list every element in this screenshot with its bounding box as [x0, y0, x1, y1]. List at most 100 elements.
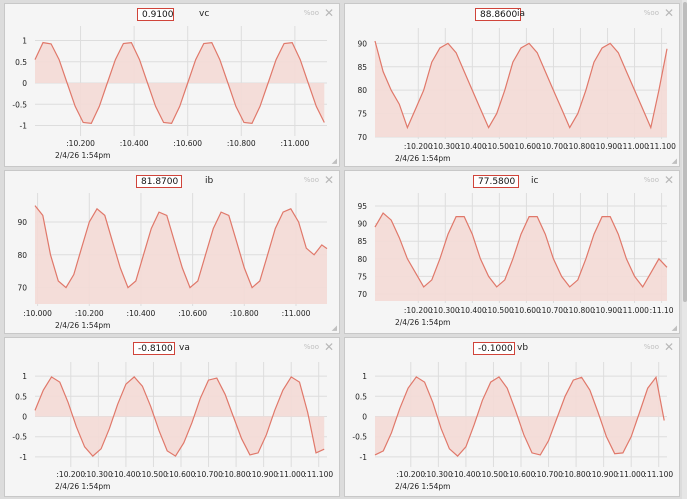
y-tick-label: 85: [357, 237, 367, 246]
y-tick-label: -1: [360, 453, 368, 462]
y-tick-label: -0.5: [12, 433, 27, 442]
value-box: 88.8600: [475, 8, 521, 21]
y-tick-label: -0.5: [352, 433, 367, 442]
x-tick-label: :10.400: [112, 470, 141, 479]
y-tick-label: 0.5: [15, 58, 27, 67]
y-tick-label: -0.5: [12, 100, 27, 109]
scrollbar-thumb[interactable]: [683, 2, 687, 302]
series-area: [35, 376, 325, 457]
y-tick-label: 0.5: [355, 392, 367, 401]
percent-icon[interactable]: %oo: [303, 343, 319, 351]
panel-va: -0.8100 va %oo ✕ :10.200:10.300:10.400:1…: [4, 337, 340, 497]
y-tick-label: 80: [357, 255, 367, 264]
y-tick-label: 90: [357, 220, 367, 229]
series-name: ia: [517, 9, 526, 19]
close-icon[interactable]: ✕: [663, 173, 674, 187]
x-tick-label: :10.800: [562, 470, 591, 479]
x-tick-label: :11.10: [650, 306, 674, 315]
percent-icon[interactable]: %oo: [303, 176, 319, 184]
series-name: vb: [517, 343, 529, 353]
y-tick-label: 85: [357, 63, 367, 72]
resize-icon[interactable]: ◢: [331, 324, 337, 332]
series-area: [35, 42, 325, 124]
x-tick-label: :11.100: [647, 142, 676, 151]
chart-vb: :10.200:10.300:10.400:10.500:10.600:10.7…: [352, 362, 673, 491]
x-tick-label: :10.300: [431, 306, 460, 315]
x-tick-label: :10.400: [452, 470, 481, 479]
y-tick-label: 80: [17, 251, 27, 260]
y-tick-label: 95: [357, 202, 367, 211]
x-tick-label: :11.000: [617, 470, 646, 479]
x-tick-label: :10.900: [593, 306, 622, 315]
close-icon[interactable]: ✕: [323, 6, 334, 20]
x-tick-label: :10.200: [75, 309, 104, 318]
series-name: vc: [199, 9, 210, 19]
value-box: 77.5800: [473, 175, 519, 188]
timestamp: 2/4/26 1:54pm: [395, 318, 450, 327]
x-tick-label: :10.200: [404, 306, 433, 315]
x-tick-label: :10.000: [23, 309, 52, 318]
x-tick-label: :10.600: [512, 306, 541, 315]
x-tick-label: :10.600: [178, 309, 207, 318]
series-name: ib: [205, 176, 214, 186]
y-tick-label: 70: [357, 290, 367, 299]
y-tick-label: 75: [357, 110, 367, 119]
x-tick-label: :10.200: [396, 470, 425, 479]
timestamp: 2/4/26 1:54pm: [395, 154, 450, 163]
percent-icon[interactable]: %oo: [643, 9, 659, 17]
panel-vc: 0.9100 vc %oo ✕ :10.200:10.400:10.600:10…: [4, 3, 340, 167]
series-line: [34, 41, 325, 125]
x-tick-label: :10.800: [230, 309, 259, 318]
close-icon[interactable]: ✕: [323, 173, 334, 187]
x-tick-label: :10.400: [127, 309, 156, 318]
chart-ia: :10.200:10.300:10.400:10.500:10.600:10.7…: [357, 28, 676, 163]
x-tick-label: :10.700: [534, 470, 563, 479]
x-tick-label: :11.100: [304, 470, 333, 479]
x-tick-label: :11.000: [620, 306, 649, 315]
x-tick-label: :10.500: [139, 470, 168, 479]
y-tick-label: 70: [17, 284, 27, 293]
series-line: [374, 40, 668, 130]
y-tick-label: 90: [357, 39, 367, 48]
close-icon[interactable]: ✕: [663, 6, 674, 20]
percent-icon[interactable]: %oo: [643, 343, 659, 351]
x-tick-label: :11.000: [280, 139, 309, 148]
percent-icon[interactable]: %oo: [303, 9, 319, 17]
x-tick-label: :10.800: [566, 306, 595, 315]
x-tick-label: :11.000: [282, 309, 311, 318]
x-tick-label: :10.200: [66, 139, 95, 148]
series-name: ic: [531, 176, 539, 186]
x-tick-label: :10.900: [249, 470, 278, 479]
series-line: [374, 375, 665, 457]
series-area: [375, 376, 665, 457]
resize-icon[interactable]: ◢: [671, 157, 677, 165]
value-box: 0.9100: [137, 8, 174, 21]
panel-ic: 77.5800 ic %oo ✕ :10.200:10.300:10.400:1…: [344, 170, 680, 334]
close-icon[interactable]: ✕: [663, 340, 674, 354]
series-area: [35, 205, 327, 304]
resize-icon[interactable]: ◢: [671, 324, 677, 332]
series-line: [374, 212, 668, 288]
timestamp: 2/4/26 1:54pm: [55, 321, 110, 330]
x-tick-label: :10.400: [458, 306, 487, 315]
x-tick-label: :10.600: [507, 470, 536, 479]
y-tick-label: 0: [22, 413, 27, 422]
series-area: [375, 213, 667, 301]
y-tick-label: 0: [22, 79, 27, 88]
x-tick-label: :10.200: [56, 470, 85, 479]
chart-ic: :10.200:10.300:10.400:10.500:10.600:10.7…: [357, 193, 674, 327]
x-tick-label: :10.400: [458, 142, 487, 151]
x-tick-label: :10.700: [194, 470, 223, 479]
close-icon[interactable]: ✕: [323, 340, 334, 354]
x-tick-label: :10.400: [120, 139, 149, 148]
scrollbar[interactable]: [682, 0, 687, 499]
percent-icon[interactable]: %oo: [643, 176, 659, 184]
value-box: -0.8100: [133, 342, 175, 355]
x-tick-label: :10.700: [539, 142, 568, 151]
y-tick-label: 90: [17, 218, 27, 227]
x-tick-label: :10.500: [485, 142, 514, 151]
y-tick-label: 1: [22, 37, 27, 46]
resize-icon[interactable]: ◢: [331, 157, 337, 165]
x-tick-label: :10.700: [539, 306, 568, 315]
timestamp: 2/4/26 1:54pm: [55, 482, 110, 491]
